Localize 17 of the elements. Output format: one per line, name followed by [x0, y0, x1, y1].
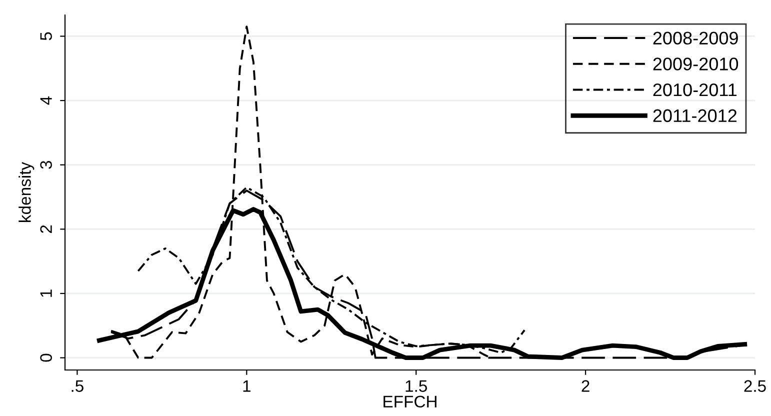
y-tick-label: 2	[40, 225, 52, 233]
x-tick-label: 1.5	[406, 380, 427, 392]
y-tick-label: 5	[40, 32, 52, 40]
x-tick-label: 2.5	[744, 380, 766, 392]
x-tick-label: .5	[72, 380, 84, 392]
x-tick-label: 2	[582, 380, 590, 392]
y-tick-label: 4	[40, 96, 52, 105]
legend-label: 2010-2011	[653, 83, 737, 96]
legend-label: 2011-2012	[653, 109, 737, 122]
legend-label: 2009-2010	[653, 58, 738, 70]
x-tick-label: 1	[243, 380, 250, 392]
y-tick-label: 3	[40, 160, 52, 169]
y-axis-title: kdensity	[18, 162, 34, 222]
legend-label: 2008-2009	[653, 32, 738, 45]
y-tick-label: 0	[40, 354, 52, 362]
y-tick-label: 1	[40, 290, 52, 297]
x-axis-title: EFFCH	[384, 396, 436, 408]
